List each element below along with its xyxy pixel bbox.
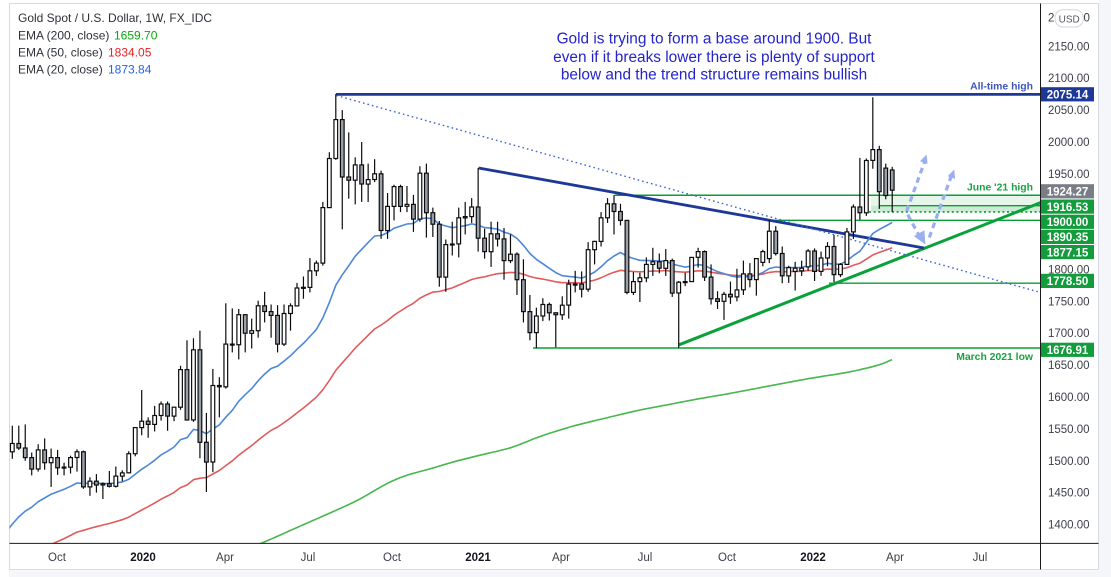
svg-text:1500.00: 1500.00	[1048, 456, 1090, 468]
svg-text:Oct: Oct	[718, 552, 737, 564]
svg-text:Jul: Jul	[638, 552, 653, 564]
svg-text:2100.00: 2100.00	[1048, 73, 1090, 85]
svg-text:All-time high: All-time high	[970, 82, 1033, 93]
svg-text:Oct: Oct	[48, 552, 67, 564]
svg-text:1650.00: 1650.00	[1048, 360, 1090, 372]
svg-text:1600.00: 1600.00	[1048, 392, 1090, 404]
svg-text:Jul: Jul	[301, 552, 316, 564]
svg-text:Jul: Jul	[973, 552, 988, 564]
svg-text:1450.00: 1450.00	[1048, 488, 1090, 500]
svg-text:1659.70: 1659.70	[114, 29, 158, 43]
svg-text:Gold Spot / U.S. Dollar, 1W, F: Gold Spot / U.S. Dollar, 1W, FX_IDC	[18, 11, 212, 25]
svg-text:below and the trend structure: below and the trend structure remains bu…	[561, 67, 867, 84]
svg-text:2022: 2022	[800, 552, 826, 564]
svg-text:Oct: Oct	[383, 552, 402, 564]
svg-text:1900.00: 1900.00	[1047, 217, 1089, 229]
svg-text:EMA (50, close): EMA (50, close)	[18, 46, 103, 60]
svg-text:Apr: Apr	[216, 552, 234, 564]
svg-text:2021: 2021	[465, 552, 491, 564]
svg-text:2050.00: 2050.00	[1048, 105, 1090, 117]
svg-text:Gold is trying to form a base: Gold is trying to form a base around 190…	[557, 31, 873, 48]
svg-text:2000.00: 2000.00	[1048, 137, 1090, 149]
svg-text:2075.14: 2075.14	[1047, 90, 1089, 102]
svg-text:1550.00: 1550.00	[1048, 424, 1090, 436]
svg-text:1877.15: 1877.15	[1047, 247, 1089, 259]
svg-text:Apr: Apr	[552, 552, 570, 564]
svg-text:2150.00: 2150.00	[1048, 41, 1090, 53]
svg-text:EMA (200, close): EMA (200, close)	[18, 29, 109, 43]
svg-text:1778.50: 1778.50	[1047, 276, 1089, 288]
svg-text:Apr: Apr	[886, 552, 904, 564]
svg-text:1924.27: 1924.27	[1047, 187, 1089, 199]
svg-text:1890.35: 1890.35	[1047, 232, 1089, 244]
svg-text:1400.00: 1400.00	[1048, 520, 1090, 532]
svg-text:1950.00: 1950.00	[1048, 169, 1090, 181]
svg-text:USD: USD	[1059, 14, 1080, 25]
svg-text:1700.00: 1700.00	[1048, 328, 1090, 340]
svg-text:even if it breaks lower there: even if it breaks lower there is plenty …	[553, 49, 875, 66]
svg-text:1750.00: 1750.00	[1048, 296, 1090, 308]
svg-text:1916.53: 1916.53	[1047, 202, 1089, 214]
svg-text:EMA (20, close): EMA (20, close)	[18, 63, 103, 77]
svg-text:2: 2	[1048, 12, 1054, 24]
svg-text:June '21 high: June '21 high	[967, 183, 1033, 194]
svg-text:1834.05: 1834.05	[108, 46, 152, 60]
svg-text:March 2021 low: March 2021 low	[956, 352, 1034, 363]
svg-text:0: 0	[1084, 12, 1090, 24]
svg-text:1800.00: 1800.00	[1048, 265, 1090, 277]
svg-text:1676.91: 1676.91	[1047, 345, 1089, 357]
svg-text:2020: 2020	[130, 552, 156, 564]
svg-text:1873.84: 1873.84	[108, 63, 152, 77]
